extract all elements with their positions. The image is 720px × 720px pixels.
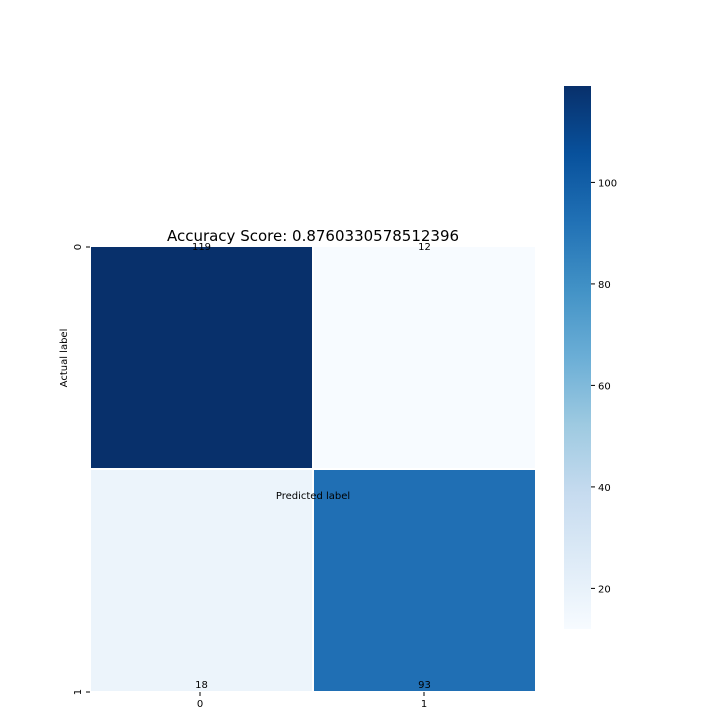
cell-annotation: 18 <box>195 680 208 691</box>
heatmap-cell <box>89 245 314 470</box>
x-tick-label: 0 <box>197 699 203 710</box>
colorbar <box>564 86 591 629</box>
colorbar-tick-label: 20 <box>598 584 611 595</box>
heatmap-cell <box>312 468 537 693</box>
colorbar-tick-label: 80 <box>598 280 611 291</box>
chart-title: Accuracy Score: 0.8760330578512396 <box>167 227 459 245</box>
heatmap-cell <box>312 245 537 470</box>
y-tick-label: 0 <box>73 244 84 250</box>
axes: 0 1 0 1 <box>73 244 427 710</box>
y-axis-label: Actual label <box>59 329 70 388</box>
x-axis-label: Predicted label <box>276 491 350 502</box>
heatmap-cells <box>89 245 537 693</box>
heatmap-cell <box>89 468 314 693</box>
x-tick-label: 1 <box>421 699 427 710</box>
cell-annotation: 93 <box>418 680 431 691</box>
cell-annotation: 12 <box>418 242 431 253</box>
colorbar-tick-label: 100 <box>598 178 617 189</box>
y-tick-label: 1 <box>73 689 84 695</box>
cell-annotation: 119 <box>192 242 211 253</box>
colorbar-tick-label: 40 <box>598 483 611 494</box>
colorbar-tick-label: 60 <box>598 381 611 392</box>
colorbar-ticks: 20 40 60 80 100 <box>591 178 617 595</box>
cell-annotations: 119 12 18 93 <box>192 242 431 691</box>
